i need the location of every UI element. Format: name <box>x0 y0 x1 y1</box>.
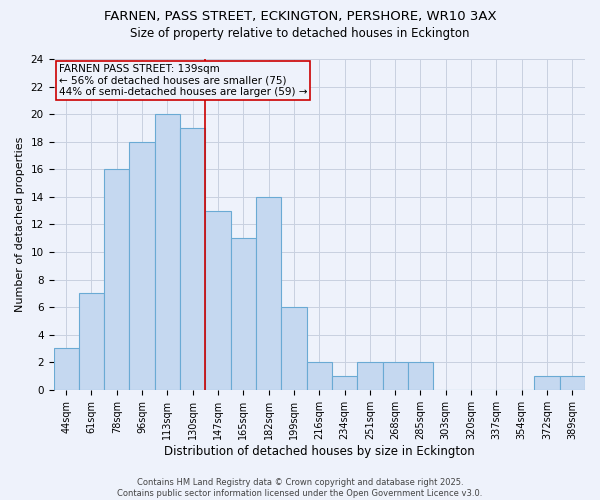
Bar <box>180 128 205 390</box>
Y-axis label: Number of detached properties: Number of detached properties <box>15 136 25 312</box>
Bar <box>230 238 256 390</box>
Bar <box>281 307 307 390</box>
Text: FARNEN PASS STREET: 139sqm
← 56% of detached houses are smaller (75)
44% of semi: FARNEN PASS STREET: 139sqm ← 56% of deta… <box>59 64 307 97</box>
Text: Contains HM Land Registry data © Crown copyright and database right 2025.
Contai: Contains HM Land Registry data © Crown c… <box>118 478 482 498</box>
Bar <box>104 170 130 390</box>
Bar <box>53 348 79 390</box>
Bar <box>408 362 433 390</box>
Bar <box>256 197 281 390</box>
Bar <box>535 376 560 390</box>
Bar <box>155 114 180 390</box>
Bar <box>307 362 332 390</box>
Text: FARNEN, PASS STREET, ECKINGTON, PERSHORE, WR10 3AX: FARNEN, PASS STREET, ECKINGTON, PERSHORE… <box>104 10 496 23</box>
Bar <box>130 142 155 390</box>
Text: Size of property relative to detached houses in Eckington: Size of property relative to detached ho… <box>130 28 470 40</box>
Bar <box>357 362 383 390</box>
X-axis label: Distribution of detached houses by size in Eckington: Distribution of detached houses by size … <box>164 444 475 458</box>
Bar <box>79 294 104 390</box>
Bar <box>332 376 357 390</box>
Bar <box>205 210 230 390</box>
Bar <box>383 362 408 390</box>
Bar <box>560 376 585 390</box>
